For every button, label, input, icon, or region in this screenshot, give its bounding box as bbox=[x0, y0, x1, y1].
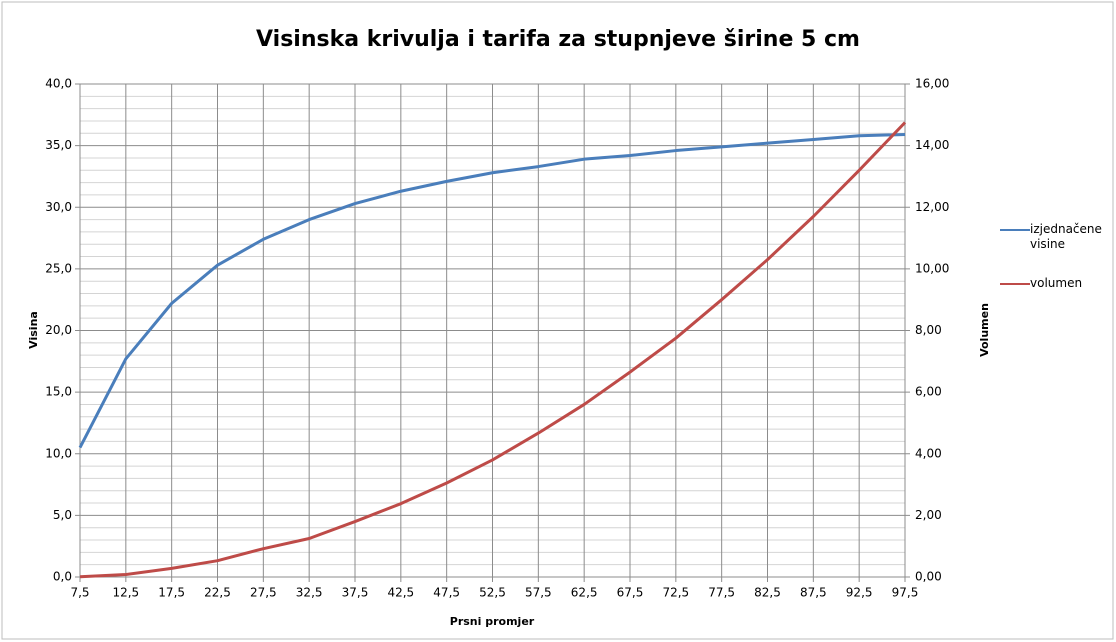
y-tick-label: 5,0 bbox=[53, 508, 72, 522]
legend-label: volumen bbox=[1030, 276, 1083, 290]
legend-swatch bbox=[1000, 229, 1030, 231]
x-tick-label: 97,5 bbox=[892, 586, 919, 600]
y-tick-label: 35,0 bbox=[45, 138, 72, 152]
y2-tick-label: 8,00 bbox=[915, 323, 942, 337]
x-tick-label: 32,5 bbox=[296, 586, 323, 600]
x-tick-label: 72,5 bbox=[662, 586, 689, 600]
y2-tick-label: 2,00 bbox=[915, 508, 942, 522]
x-tick-label: 42,5 bbox=[387, 586, 414, 600]
y2-tick-label: 12,00 bbox=[915, 200, 949, 214]
x-tick-label: 27,5 bbox=[250, 586, 277, 600]
y2-axis-title: Volumen bbox=[978, 303, 991, 357]
y-tick-label: 20,0 bbox=[45, 323, 72, 337]
y2-tick-label: 0,00 bbox=[915, 570, 942, 584]
y-tick-label: 30,0 bbox=[45, 200, 72, 214]
x-tick-label: 47,5 bbox=[433, 586, 460, 600]
legend-label: izjednačene visine bbox=[1030, 222, 1102, 251]
y-tick-label: 15,0 bbox=[45, 385, 72, 399]
x-tick-label: 92,5 bbox=[846, 586, 873, 600]
y-tick-label: 10,0 bbox=[45, 446, 72, 460]
y-axis-title: Visina bbox=[27, 311, 40, 349]
legend-item: volumen bbox=[1000, 276, 1110, 291]
x-tick-label: 22,5 bbox=[204, 586, 231, 600]
x-tick-label: 62,5 bbox=[571, 586, 598, 600]
legend-item: izjednačene visine bbox=[1000, 222, 1110, 252]
x-tick-label: 17,5 bbox=[158, 586, 185, 600]
x-tick-label: 52,5 bbox=[479, 586, 506, 600]
x-axis-title: Prsni promjer bbox=[450, 615, 535, 628]
x-tick-label: 77,5 bbox=[708, 586, 735, 600]
data-line bbox=[79, 121, 907, 579]
data-line bbox=[78, 133, 906, 449]
y2-tick-label: 6,00 bbox=[915, 385, 942, 399]
x-tick-label: 37,5 bbox=[342, 586, 369, 600]
y-tick-label: 0,0 bbox=[53, 570, 72, 584]
y2-tick-label: 16,00 bbox=[915, 77, 949, 91]
y-tick-label: 25,0 bbox=[45, 261, 72, 275]
legend-swatch bbox=[1000, 283, 1030, 285]
x-tick-label: 7,5 bbox=[70, 586, 89, 600]
x-tick-label: 82,5 bbox=[754, 586, 781, 600]
x-tick-label: 67,5 bbox=[617, 586, 644, 600]
chart-title: Visinska krivulja i tarifa za stupnjeve … bbox=[256, 27, 860, 52]
y2-tick-label: 10,00 bbox=[915, 261, 949, 275]
x-tick-label: 57,5 bbox=[525, 586, 552, 600]
x-tick-label: 87,5 bbox=[800, 586, 827, 600]
y2-tick-label: 14,00 bbox=[915, 138, 949, 152]
y-tick-label: 40,0 bbox=[45, 77, 72, 91]
y2-tick-label: 4,00 bbox=[915, 446, 942, 460]
x-tick-label: 12,5 bbox=[112, 586, 139, 600]
legend: izjednačene visine volumen bbox=[1000, 222, 1110, 315]
